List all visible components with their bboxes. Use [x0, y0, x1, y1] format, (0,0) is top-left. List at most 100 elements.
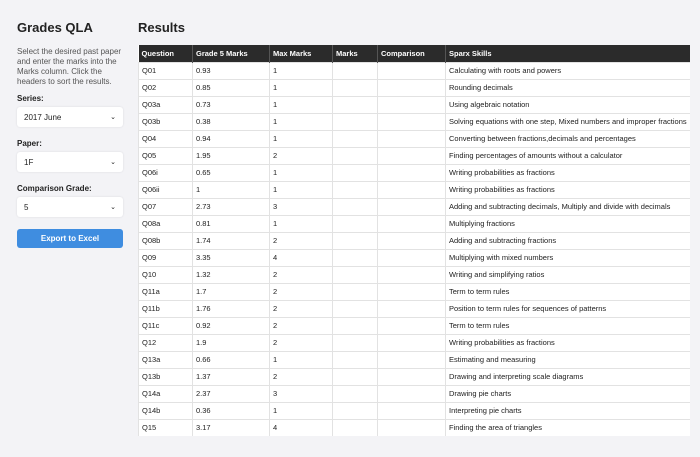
- marks-input-cell[interactable]: [332, 282, 378, 301]
- table-cell: 0.94: [192, 129, 270, 148]
- table-cell: 1: [269, 163, 333, 182]
- table-cell: 0.38: [192, 112, 270, 131]
- table-cell: Interpreting pie charts: [445, 401, 690, 420]
- marks-input-cell[interactable]: [332, 78, 378, 97]
- table-row: Q07 2.73 3 Adding and subtracting decimals,…: [138, 197, 690, 216]
- table-row: Q08b 1.74 2 Adding and subtracting fraction…: [138, 231, 690, 250]
- table-cell: 1.37: [192, 367, 270, 386]
- grade-select[interactable]: 5 ⌄: [17, 197, 123, 217]
- results-table-container[interactable]: Question Grade 5 Marks Max Marks Marks Compa…: [138, 45, 690, 436]
- marks-input-cell[interactable]: [332, 95, 378, 114]
- table-cell: 2.73: [192, 197, 270, 216]
- table-cell: Term to term rules: [445, 316, 690, 335]
- marks-input-cell[interactable]: [332, 333, 378, 352]
- table-cell: Q11b: [138, 299, 193, 318]
- paper-select[interactable]: 1F ⌄: [17, 152, 123, 172]
- marks-input-cell[interactable]: [332, 316, 378, 335]
- marks-input-cell[interactable]: [332, 214, 378, 233]
- table-cell: 3: [269, 197, 333, 216]
- table-cell: 2: [269, 316, 333, 335]
- series-select[interactable]: 2017 June ⌄: [17, 107, 123, 127]
- table-cell: 1: [269, 214, 333, 233]
- table-cell: 1: [269, 129, 333, 148]
- chevron-down-icon: ⌄: [110, 114, 116, 121]
- marks-input-cell[interactable]: [332, 265, 378, 284]
- table-cell: [377, 333, 446, 352]
- table-cell: 2: [269, 146, 333, 165]
- column-header[interactable]: Marks: [332, 45, 378, 62]
- table-cell: 0.81: [192, 214, 270, 233]
- column-header[interactable]: Max Marks: [269, 45, 333, 62]
- table-cell: 2: [269, 231, 333, 250]
- table-cell: [377, 231, 446, 250]
- table-cell: [377, 418, 446, 436]
- table-cell: Q06ii: [138, 180, 193, 199]
- marks-input-cell[interactable]: [332, 401, 378, 420]
- table-cell: Solving equations with one step, Mixed n…: [445, 112, 690, 131]
- table-row: Q14b 0.36 1 Interpreting pie charts: [138, 401, 690, 420]
- marks-input-cell[interactable]: [332, 61, 378, 80]
- table-cell: Multiplying fractions: [445, 214, 690, 233]
- column-header[interactable]: Sparx Skills: [445, 45, 690, 62]
- table-cell: Q06i: [138, 163, 193, 182]
- table-cell: [377, 282, 446, 301]
- marks-input-cell[interactable]: [332, 384, 378, 403]
- table-cell: 2: [269, 333, 333, 352]
- table-cell: Adding and subtracting fractions: [445, 231, 690, 250]
- table-row: Q13a 0.66 1 Estimating and measuring: [138, 350, 690, 369]
- table-cell: 1.95: [192, 146, 270, 165]
- table-cell: Q15: [138, 418, 193, 436]
- table-cell: Position to term rules for sequences of …: [445, 299, 690, 318]
- table-cell: Q09: [138, 248, 193, 267]
- column-header[interactable]: Question: [138, 45, 193, 62]
- marks-input-cell[interactable]: [332, 418, 378, 436]
- marks-input-cell[interactable]: [332, 231, 378, 250]
- marks-input-cell[interactable]: [332, 299, 378, 318]
- table-cell: Writing probabilities as fractions: [445, 163, 690, 182]
- table-cell: [377, 112, 446, 131]
- chevron-down-icon: ⌄: [110, 159, 116, 166]
- marks-input-cell[interactable]: [332, 367, 378, 386]
- column-header[interactable]: Comparison: [377, 45, 446, 62]
- table-row: Q14a 2.37 3 Drawing pie charts: [138, 384, 690, 403]
- instructions: Select the desired past paper and enter …: [17, 47, 122, 86]
- table-cell: Estimating and measuring: [445, 350, 690, 369]
- series-label: Series:: [17, 94, 44, 103]
- column-header[interactable]: Grade 5 Marks: [192, 45, 270, 62]
- marks-input-cell[interactable]: [332, 248, 378, 267]
- table-cell: Q13b: [138, 367, 193, 386]
- export-button[interactable]: Export to Excel: [17, 229, 123, 248]
- table-row: Q01 0.93 1 Calculating with roots and power…: [138, 61, 690, 80]
- table-cell: [377, 401, 446, 420]
- table-cell: 2: [269, 299, 333, 318]
- table-cell: 0.92: [192, 316, 270, 335]
- table-cell: [377, 265, 446, 284]
- marks-input-cell[interactable]: [332, 146, 378, 165]
- table-cell: [377, 384, 446, 403]
- table-row: Q12 1.9 2 Writing probabilities as fraction…: [138, 333, 690, 352]
- marks-input-cell[interactable]: [332, 180, 378, 199]
- table-cell: [377, 180, 446, 199]
- marks-input-cell[interactable]: [332, 129, 378, 148]
- table-cell: Q04: [138, 129, 193, 148]
- table-cell: Q11a: [138, 282, 193, 301]
- table-cell: Finding percentages of amounts without a…: [445, 146, 690, 165]
- paper-label: Paper:: [17, 139, 42, 148]
- table-cell: Q14a: [138, 384, 193, 403]
- table-cell: [377, 95, 446, 114]
- table-cell: 2: [269, 265, 333, 284]
- marks-input-cell[interactable]: [332, 163, 378, 182]
- table-row: Q13b 1.37 2 Drawing and interpreting scale …: [138, 367, 690, 386]
- marks-input-cell[interactable]: [332, 197, 378, 216]
- table-cell: 2: [269, 282, 333, 301]
- marks-input-cell[interactable]: [332, 112, 378, 131]
- table-cell: Q07: [138, 197, 193, 216]
- table-cell: Q05: [138, 146, 193, 165]
- table-cell: 1: [269, 112, 333, 131]
- chevron-down-icon: ⌄: [110, 204, 116, 211]
- marks-input-cell[interactable]: [332, 350, 378, 369]
- table-cell: [377, 61, 446, 80]
- grade-value: 5: [24, 202, 29, 212]
- table-cell: 1: [269, 78, 333, 97]
- table-cell: Adding and subtracting decimals, Multipl…: [445, 197, 690, 216]
